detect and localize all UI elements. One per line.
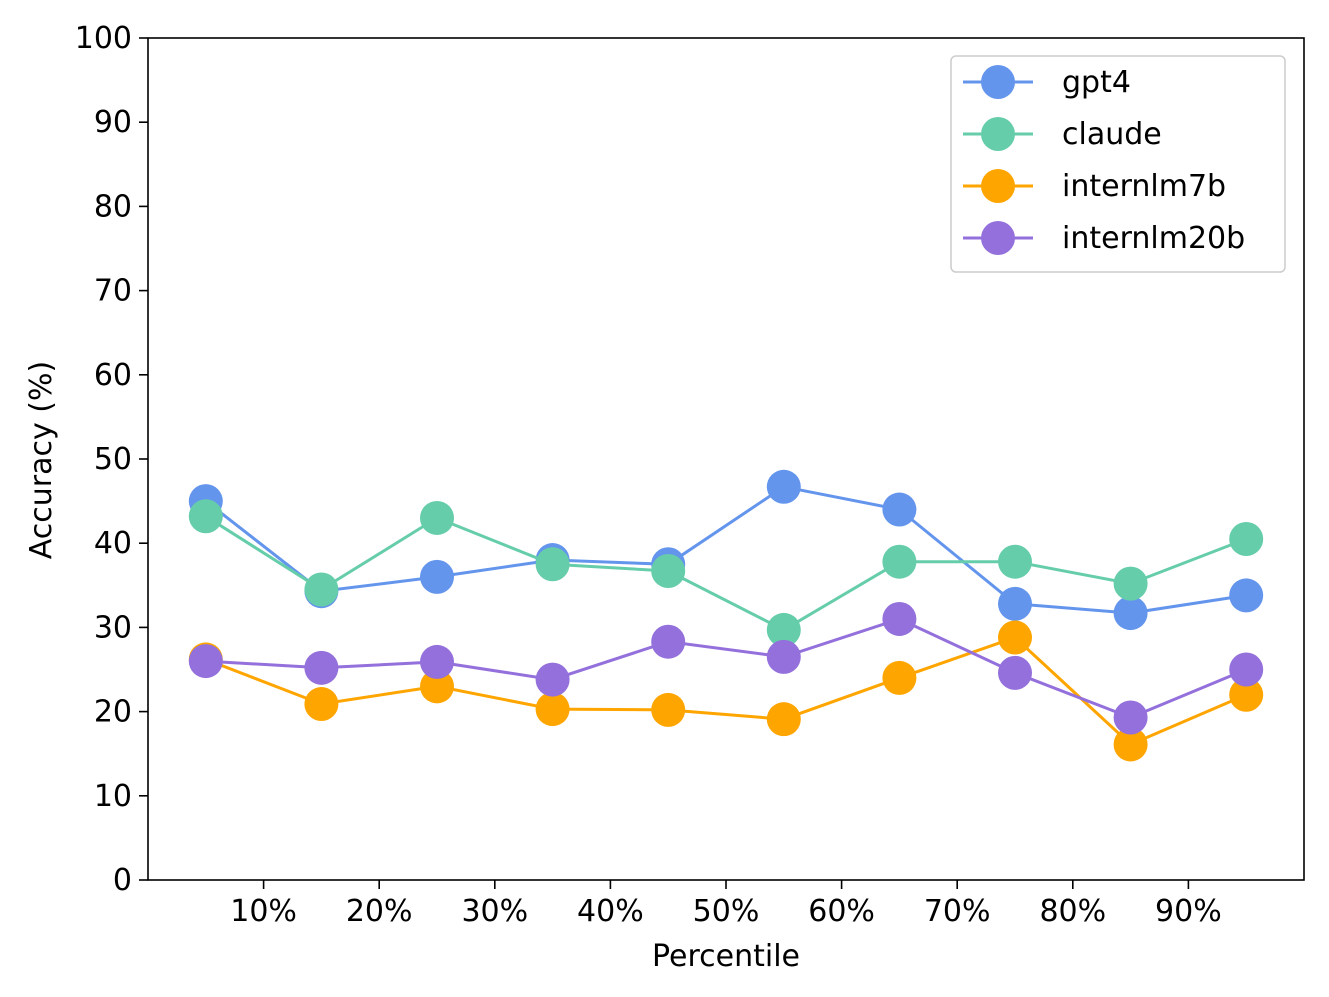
data-point-gpt4-3 <box>420 559 454 594</box>
data-point-internlm7b-2 <box>304 687 339 722</box>
plot-area <box>188 469 1264 762</box>
data-point-internlm20b-3 <box>420 644 454 679</box>
data-point-gpt4-6 <box>766 469 801 504</box>
x-axis-label: Percentile <box>652 939 800 974</box>
data-point-claude-1 <box>188 499 223 534</box>
legend-marker-claude <box>981 117 1015 151</box>
y-tick-label: 40 <box>94 526 132 561</box>
legend-marker-internlm7b <box>981 169 1015 203</box>
series-line-claude <box>204 515 1247 632</box>
data-point-internlm7b-10 <box>1229 677 1264 712</box>
data-point-internlm20b-7 <box>882 601 917 636</box>
data-point-claude-10 <box>1229 521 1264 556</box>
legend-marker-gpt4 <box>981 65 1015 99</box>
x-tick-label: 90% <box>1155 894 1222 929</box>
data-point-internlm20b-2 <box>304 650 339 685</box>
legend-box <box>950 55 1286 273</box>
data-point-internlm20b-4 <box>535 662 570 697</box>
x-tick-label: 30% <box>461 894 528 929</box>
data-point-gpt4-10 <box>1229 578 1264 613</box>
x-tick-label: 50% <box>693 894 760 929</box>
data-point-claude-5 <box>651 553 686 588</box>
data-point-internlm20b-1 <box>188 644 223 679</box>
data-point-internlm7b-7 <box>882 660 917 695</box>
y-tick-label: 70 <box>94 274 132 309</box>
y-tick-label: 10 <box>94 779 132 814</box>
x-tick-label: 70% <box>924 894 991 929</box>
y-tick-label: 90 <box>94 105 132 140</box>
legend: gpt4 claude internlm7b internlm20b <box>950 55 1286 273</box>
x-tick-label: 10% <box>230 894 297 929</box>
data-point-internlm7b-8 <box>998 620 1032 655</box>
data-point-internlm7b-9 <box>1113 727 1148 762</box>
data-point-internlm7b-4 <box>535 692 570 727</box>
data-point-claude-6 <box>766 612 801 647</box>
legend-label-claude: claude <box>1062 117 1162 152</box>
data-point-internlm20b-8 <box>998 655 1032 690</box>
data-point-claude-8 <box>998 544 1032 579</box>
y-tick-label: 60 <box>94 358 132 393</box>
data-point-internlm7b-5 <box>651 692 686 727</box>
data-point-internlm20b-6 <box>766 639 801 674</box>
x-tick-label: 60% <box>808 894 875 929</box>
data-point-claude-4 <box>535 547 570 582</box>
legend-label-internlm7b: internlm7b <box>1062 169 1226 204</box>
series-line-gpt4 <box>204 485 1247 615</box>
legend-marker-internlm20b <box>981 221 1015 255</box>
data-point-gpt4-9 <box>1113 596 1148 631</box>
data-point-claude-7 <box>882 544 917 579</box>
data-point-internlm7b-3 <box>420 669 454 704</box>
axes: 0 10 20 30 40 50 60 70 80 90 100 10% 20% 30% 40% 50% 60%… <box>75 21 1305 929</box>
data-point-claude-9 <box>1113 566 1148 601</box>
x-tick-label: 40% <box>577 894 644 929</box>
data-point-internlm20b-10 <box>1229 652 1264 687</box>
data-point-gpt4-7 <box>882 492 917 527</box>
legend-label-internlm20b: internlm20b <box>1062 221 1245 256</box>
y-axis-label: Accuracy (%) <box>24 361 59 559</box>
series-line-internlm7b <box>205 635 1247 747</box>
y-tick-label: 30 <box>94 610 132 645</box>
data-point-gpt4-8 <box>998 586 1032 621</box>
y-tick-label: 80 <box>94 189 132 224</box>
series-line-internlm20b <box>205 617 1247 720</box>
y-tick-label: 20 <box>94 695 132 730</box>
x-tick-label: 20% <box>346 894 413 929</box>
data-point-internlm20b-5 <box>651 624 686 659</box>
data-point-internlm20b-9 <box>1113 700 1148 735</box>
y-tick-label: 100 <box>75 21 132 56</box>
y-tick-label: 50 <box>94 442 132 477</box>
y-tick-label: 0 <box>113 863 132 898</box>
data-point-claude-3 <box>420 500 454 535</box>
legend-label-gpt4: gpt4 <box>1062 65 1131 100</box>
data-point-claude-2 <box>304 572 339 607</box>
x-tick-label: 80% <box>1039 894 1106 929</box>
data-point-internlm7b-6 <box>766 702 801 737</box>
